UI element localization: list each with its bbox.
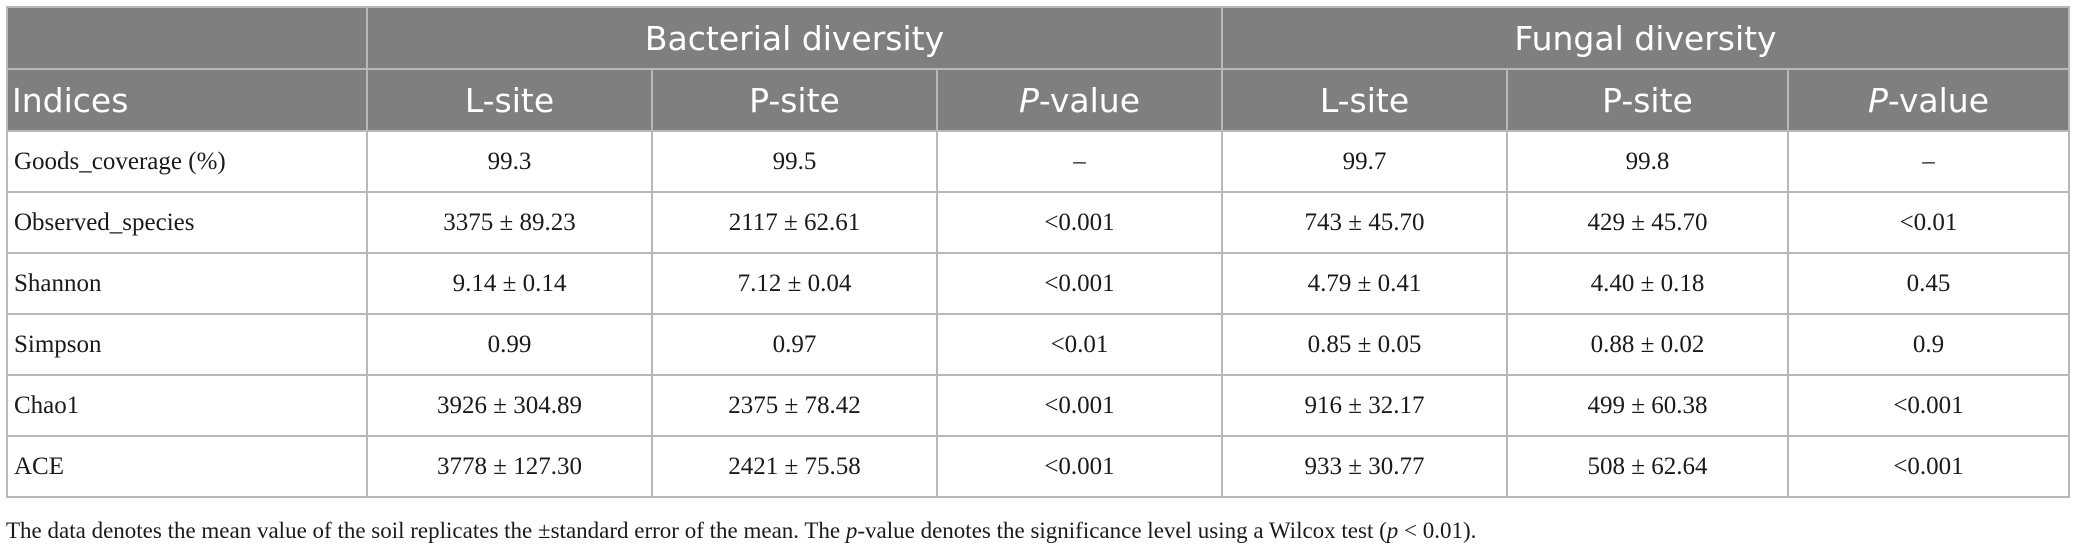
table-cell: <0.001 [1787,435,2070,498]
table-cell: 0.45 [1787,252,2070,315]
col-header-bacterial-p-site: P-site [651,68,938,132]
table-cell: 4.79 ± 0.41 [1221,252,1508,315]
col-header-fungal-p-site: P-site [1506,68,1789,132]
group-header-fungal: Fungal diversity [1221,6,2070,70]
table-cell: 508 ± 62.64 [1506,435,1789,498]
table-cell: 499 ± 60.38 [1506,374,1789,437]
table-cell: – [936,130,1223,193]
table-cell: <0.001 [936,374,1223,437]
p-italic-letter: P [1018,80,1039,120]
table-footnote: The data denotes the mean value of the s… [6,518,1476,544]
col-header-bacterial-l-site: L-site [366,68,653,132]
table-row: ACE 3778 ± 127.30 2421 ± 75.58 <0.001 93… [6,435,2070,498]
row-label: Chao1 [6,374,368,437]
table-cell: 933 ± 30.77 [1221,435,1508,498]
table-cell: <0.01 [936,313,1223,376]
col-header-fungal-l-site: L-site [1221,68,1508,132]
table-cell: 99.3 [366,130,653,193]
row-label: Goods_coverage (%) [6,130,368,193]
table-cell: 916 ± 32.17 [1221,374,1508,437]
table-cell: 743 ± 45.70 [1221,191,1508,254]
group-header-bacterial: Bacterial diversity [366,6,1223,70]
table-cell: 7.12 ± 0.04 [651,252,938,315]
col-header-fungal-p-value: P-value [1787,68,2070,132]
column-header-row: Indices L-site P-site P-value L-site P-s… [6,68,2070,132]
table-cell: 99.8 [1506,130,1789,193]
table-cell: <0.001 [936,191,1223,254]
table-cell: 2117 ± 62.61 [651,191,938,254]
table-cell: 9.14 ± 0.14 [366,252,653,315]
table-cell: – [1787,130,2070,193]
table-cell: 0.97 [651,313,938,376]
footnote-text-3: < 0.01). [1398,518,1477,543]
table-row: Observed_species 3375 ± 89.23 2117 ± 62.… [6,191,2070,254]
row-label: Simpson [6,313,368,376]
p-value-suffix: -value [1887,80,1990,120]
row-label: ACE [6,435,368,498]
table-row: Shannon 9.14 ± 0.14 7.12 ± 0.04 <0.001 4… [6,252,2070,315]
row-label: Observed_species [6,191,368,254]
table-cell: 429 ± 45.70 [1506,191,1789,254]
table-cell: 3375 ± 89.23 [366,191,653,254]
table-cell: <0.001 [936,435,1223,498]
col-header-indices: Indices [6,68,368,132]
footnote-text-2: -value denotes the significance level us… [857,518,1387,543]
table-cell: <0.01 [1787,191,2070,254]
table-cell: 0.9 [1787,313,2070,376]
table-cell: 2421 ± 75.58 [651,435,938,498]
table-cell: 99.5 [651,130,938,193]
table-cell: 0.99 [366,313,653,376]
table-cell: 0.88 ± 0.02 [1506,313,1789,376]
group-header-empty [6,6,368,70]
table-container: Bacterial diversity Fungal diversity Ind… [6,6,2070,498]
row-label: Shannon [6,252,368,315]
table-cell: 99.7 [1221,130,1508,193]
footnote-text-1: The data denotes the mean value of the s… [6,518,846,543]
table-cell: 3778 ± 127.30 [366,435,653,498]
table-cell: <0.001 [936,252,1223,315]
table-cell: 4.40 ± 0.18 [1506,252,1789,315]
diversity-table: Bacterial diversity Fungal diversity Ind… [6,6,2070,498]
footnote-p-italic: p [845,518,858,543]
footnote-p-italic-2: p [1386,518,1399,543]
table-row: Simpson 0.99 0.97 <0.01 0.85 ± 0.05 0.88… [6,313,2070,376]
col-header-bacterial-p-value: P-value [936,68,1223,132]
p-italic-letter: P [1867,80,1888,120]
table-cell: 3926 ± 304.89 [366,374,653,437]
group-header-row: Bacterial diversity Fungal diversity [6,6,2070,70]
table-cell: 2375 ± 78.42 [651,374,938,437]
table-row: Chao1 3926 ± 304.89 2375 ± 78.42 <0.001 … [6,374,2070,437]
p-value-suffix: -value [1038,80,1141,120]
table-cell: <0.001 [1787,374,2070,437]
table-cell: 0.85 ± 0.05 [1221,313,1508,376]
table-row: Goods_coverage (%) 99.3 99.5 – 99.7 99.8… [6,130,2070,193]
